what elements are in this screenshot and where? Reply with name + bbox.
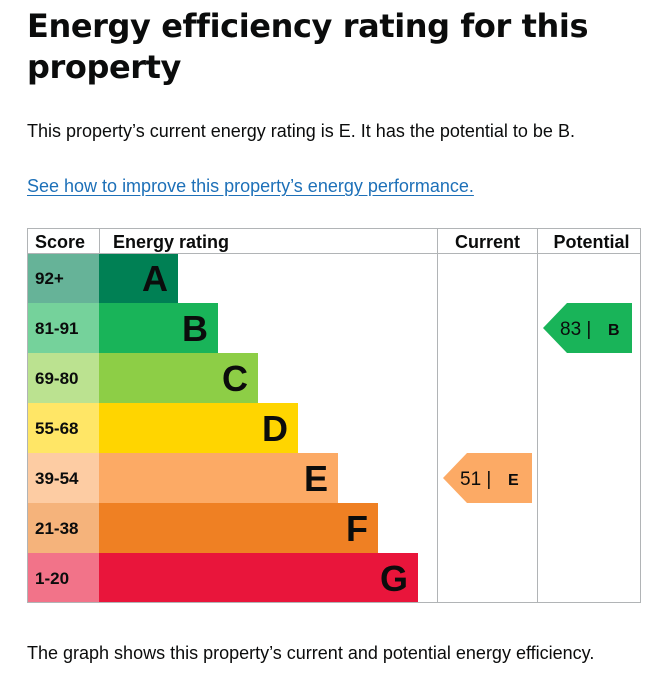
score-range-c: 69-80 [35, 369, 78, 388]
band-bar-d [99, 403, 298, 453]
improve-energy-link[interactable]: See how to improve this property’s energ… [27, 176, 474, 196]
score-range-g: 1-20 [35, 569, 69, 588]
band-letter-f: F [346, 508, 368, 549]
header-energy-rating: Energy rating [113, 232, 229, 252]
band-bar-b [99, 303, 218, 353]
band-letter-b: B [182, 308, 208, 349]
potential-rating-arrow: 83 | B [543, 303, 632, 353]
header-current: Current [455, 232, 520, 252]
band-letter-g: G [380, 558, 408, 599]
score-range-b: 81-91 [35, 319, 78, 338]
arrows-layer: 51 | E 83 | B [443, 303, 632, 503]
band-bar-c [99, 353, 258, 403]
score-cell-g [27, 553, 99, 603]
bands-layer: 92+ A 81-91 B 69-80 C 55-68 D 39-54 E 21-38 F 1-20 G [27, 253, 418, 603]
potential-rating-arrow-value: 83 | [560, 319, 591, 340]
score-cell-e [27, 453, 99, 503]
band-letter-d: D [262, 408, 288, 449]
band-bar-g [99, 553, 418, 603]
score-range-e: 39-54 [35, 469, 79, 488]
score-range-d: 55-68 [35, 419, 78, 438]
band-letter-e: E [304, 458, 328, 499]
chart-border [27, 228, 641, 603]
page-title: Energy efficiency rating for this proper… [27, 7, 589, 86]
score-cell-d [27, 403, 99, 453]
current-rating-arrow-value: 51 | [460, 469, 491, 490]
current-rating-arrow-letter: E [508, 472, 519, 489]
band-letter-c: C [222, 358, 248, 399]
score-range-f: 21-38 [35, 519, 78, 538]
grid-layer [27, 228, 641, 603]
score-cell-c [27, 353, 99, 403]
potential-rating-arrow-shape [543, 303, 632, 353]
header-score: Score [35, 232, 85, 252]
current-rating-arrow: 51 | E [443, 453, 532, 503]
band-letter-a: A [142, 258, 168, 299]
score-cell-b [27, 303, 99, 353]
score-cell-f [27, 503, 99, 553]
chart-caption: The graph shows this property’s current … [27, 643, 595, 663]
band-bar-e [99, 453, 338, 503]
header-potential: Potential [553, 232, 629, 252]
score-cell-a [27, 253, 99, 303]
current-rating-arrow-shape [443, 453, 532, 503]
potential-rating-arrow-letter: B [608, 322, 620, 339]
band-bar-a [99, 253, 178, 303]
rating-summary: This property’s current energy rating is… [27, 121, 575, 141]
band-bar-f [99, 503, 378, 553]
score-range-a: 92+ [35, 269, 64, 288]
